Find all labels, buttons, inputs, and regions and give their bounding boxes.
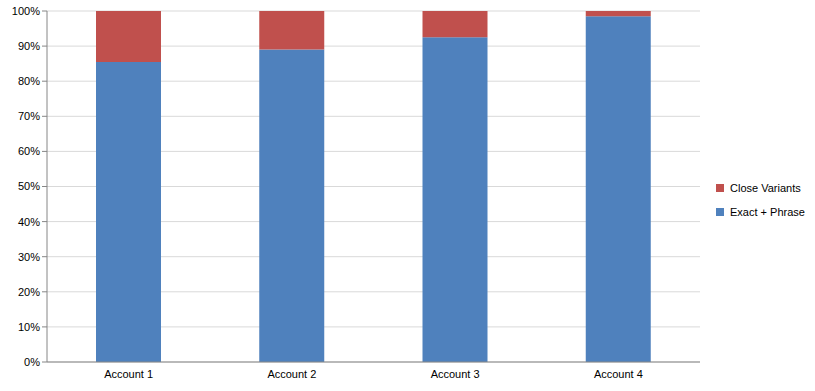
svg-text:100%: 100% xyxy=(12,5,40,17)
svg-text:60%: 60% xyxy=(18,145,40,157)
svg-text:Account 1: Account 1 xyxy=(104,368,153,380)
svg-text:10%: 10% xyxy=(18,321,40,333)
html-text:Close Variants: Close Variants xyxy=(730,182,801,194)
svg-text:80%: 80% xyxy=(18,75,40,87)
svg-text:50%: 50% xyxy=(18,180,40,192)
svg-text:40%: 40% xyxy=(18,216,40,228)
html-text:Exact + Phrase: Exact + Phrase xyxy=(730,206,805,218)
svg-text:Account 2: Account 2 xyxy=(267,368,316,380)
svg-text:Account 4: Account 4 xyxy=(594,368,643,380)
svg-text:90%: 90% xyxy=(18,40,40,52)
svg-text:30%: 30% xyxy=(18,251,40,263)
svg-text:20%: 20% xyxy=(18,286,40,298)
svg-text:Account 3: Account 3 xyxy=(431,368,480,380)
svg-text:0%: 0% xyxy=(24,356,40,368)
svg-text:70%: 70% xyxy=(18,110,40,122)
